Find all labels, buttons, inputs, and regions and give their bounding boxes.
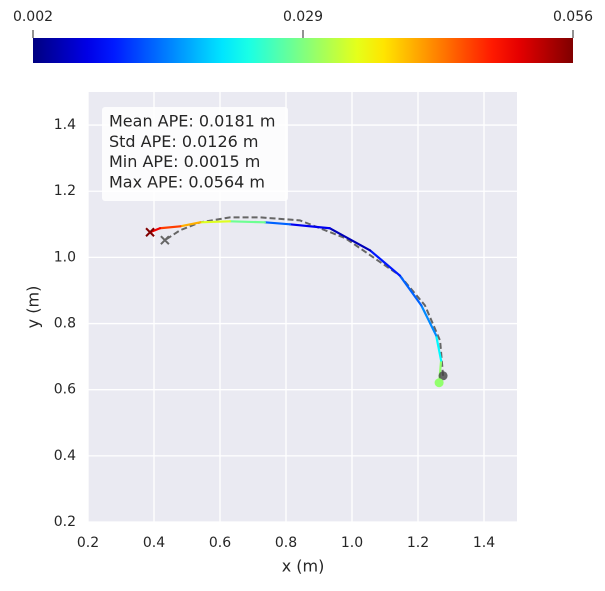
y-tick-label: 1.4 [54,117,76,133]
trajectory-segment [369,249,401,277]
y-tick-label: 0.6 [54,382,76,398]
reference-end [160,235,170,245]
y-tick-label: 1.2 [54,183,76,199]
trajectory-segment [228,220,266,224]
y-tick-label: 1.0 [54,249,76,265]
x-tick-label: 0.8 [275,535,297,551]
colorbar [33,38,573,63]
colorbar-tick-label: 0.056 [553,9,593,25]
trajectory-segment [263,221,292,226]
stats-line: Mean APE: 0.0181 m [109,112,276,131]
stats-line: Std APE: 0.0126 m [109,132,259,151]
colorbar-tick-label: 0.029 [283,9,323,25]
x-tick-label: 1.2 [407,535,429,551]
x-tick-label: 1.4 [473,535,495,551]
trajectory-segment [288,223,331,230]
reference-start [438,371,448,381]
reference-path [164,216,445,376]
estimate-start [434,378,444,388]
y-tick-label: 0.8 [54,316,76,332]
y-axis-title: y (m) [24,286,43,329]
stats-line: Min APE: 0.0015 m [109,152,260,171]
x-tick-label: 0.4 [143,535,165,551]
stats-box [102,107,288,201]
x-axis-title: x (m) [282,557,325,576]
trajectory-segment [420,304,438,337]
trajectory-segment [158,225,182,230]
y-tick-label: 0.4 [54,448,76,464]
y-tick-label: 0.2 [54,514,76,530]
x-tick-label: 0.2 [77,535,99,551]
colorbar-tick-label: 0.002 [13,9,53,25]
trajectory-segment [328,227,372,252]
estimate-end [145,227,155,237]
trajectory-segment [435,334,443,362]
x-tick-label: 1.0 [341,535,363,551]
trajectory-segment [199,220,231,224]
trajectory-segment [398,274,423,307]
trajectory-segment [179,221,202,228]
x-tick-label: 0.6 [209,535,231,551]
stats-line: Max APE: 0.0564 m [109,172,265,191]
